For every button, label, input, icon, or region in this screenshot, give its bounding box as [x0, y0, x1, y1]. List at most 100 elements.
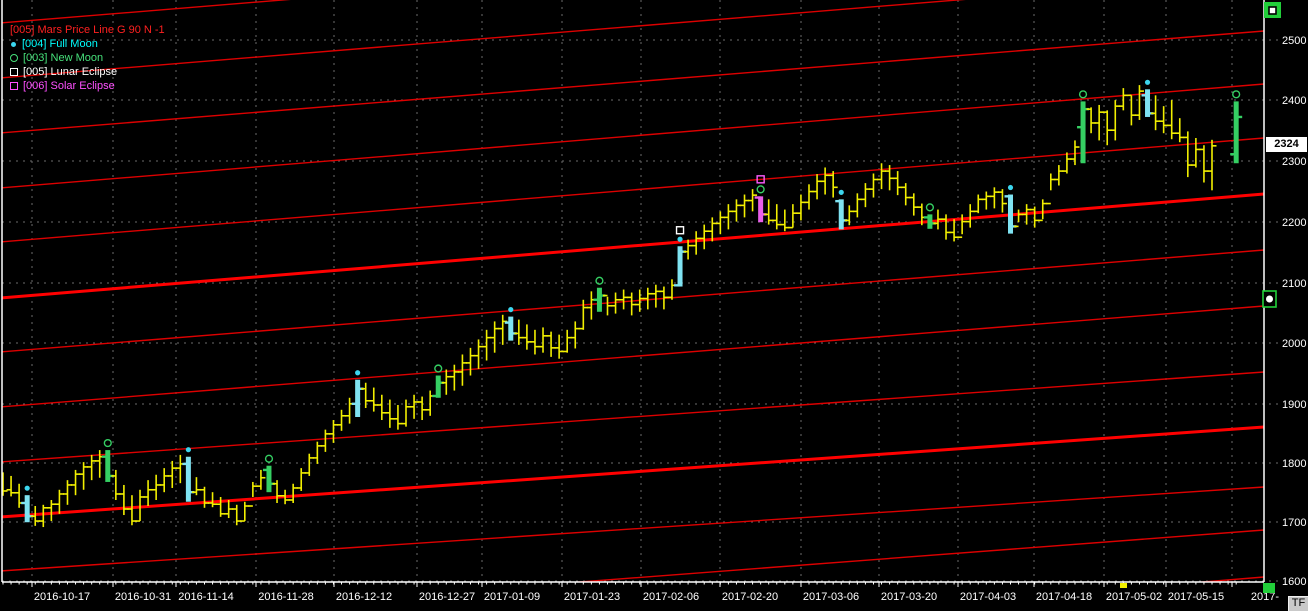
last-price-box: 2324 [1266, 137, 1307, 152]
price-bar [101, 438, 114, 482]
x-axis-label: 2017-04-18 [1036, 591, 1092, 603]
solar-eclipse-marker [756, 175, 765, 184]
price-bar [877, 163, 887, 190]
full-moon-marker [1007, 184, 1014, 191]
new-moon-marker [264, 454, 274, 463]
price-bar [997, 189, 1007, 213]
legend-item-solar-eclipse[interactable]: [006] Solar Eclipse [10, 79, 165, 93]
x-axis-label: 2017-02-20 [722, 591, 778, 603]
price-bar [393, 404, 403, 430]
price-bar [554, 334, 564, 359]
x-axis-label: 2016-10-17 [34, 591, 90, 603]
legend-label: [005] Mars Price Line G 90 N -1 [10, 24, 165, 36]
price-bar [659, 286, 669, 310]
price-bar [1030, 206, 1040, 228]
axis-yellow-mark [1120, 583, 1127, 588]
price-bar [844, 205, 854, 226]
price-bar [748, 189, 758, 212]
price-bar [272, 480, 282, 504]
y-axis-label: 2400 [1282, 95, 1306, 107]
price-bar [369, 387, 379, 412]
y-axis-label: 2200 [1282, 217, 1306, 229]
price-bar [504, 306, 517, 341]
price-bar [965, 204, 975, 228]
price-bar [441, 369, 451, 395]
mars-price-line [2, 0, 966, 79]
price-bar [1118, 88, 1128, 111]
price-bar [208, 492, 218, 508]
new-moon-marker [1232, 90, 1241, 99]
new-moon-marker [756, 185, 765, 194]
price-bar [425, 390, 435, 416]
price-bar [1077, 90, 1090, 164]
price-bar [667, 279, 677, 300]
y-axis-label: 2300 [1282, 156, 1306, 168]
full-moon-marker [838, 189, 844, 195]
mars-price-line [2, 137, 1264, 243]
legend-item-lunar-eclipse[interactable]: [005] Lunar Eclipse [10, 65, 165, 79]
legend-item-mars-price-line[interactable]: [005] Mars Price Line G 90 N -1 [10, 23, 165, 37]
x-axis-label: 2017-04-03 [960, 591, 1016, 603]
price-bar [71, 469, 81, 496]
new-moon-marker [925, 203, 935, 212]
price-bar [820, 167, 830, 195]
price-bar [182, 447, 195, 502]
x-axis-label: 2017- [1251, 591, 1279, 603]
x-axis-labels: 2016-10-17 2016-10-31 2016-11-14 2016-11-28… [34, 591, 1280, 603]
price-bar [490, 321, 500, 353]
price-bar [723, 204, 733, 230]
price-bar [546, 331, 556, 357]
price-bar [1230, 90, 1243, 164]
price-bar [328, 420, 338, 443]
mars-price-line [2, 192, 1264, 300]
price-bar [772, 204, 782, 230]
legend-label: [005] Lunar Eclipse [23, 66, 118, 78]
price-bar [901, 183, 911, 206]
upcoming-event-marker-bottom [1263, 583, 1275, 593]
legend-item-new-moon[interactable]: [003] New Moon [10, 51, 165, 65]
price-bar [1199, 145, 1209, 183]
legend-item-full-moon[interactable]: [004] Full Moon [10, 37, 165, 51]
price-bar [449, 364, 459, 391]
price-bar [30, 506, 40, 526]
price-bar [754, 175, 767, 223]
x-axis-label: 2017-03-20 [881, 591, 937, 603]
new-moon-marker [595, 276, 604, 285]
price-bar [351, 370, 364, 418]
x-axis-label: 2016-11-28 [258, 591, 313, 603]
y-axis-labels: 2500 2400 2300 2200 2100 2000 1900 1800 1700 1600 [1282, 35, 1306, 588]
x-axis-label: 2016-10-31 [115, 591, 171, 603]
price-bar [1046, 173, 1056, 205]
price-bar [651, 284, 661, 308]
x-axis-label: 2017-02-06 [643, 591, 699, 603]
price-bar [949, 219, 959, 242]
full-moon-marker [1144, 79, 1151, 85]
price-bar [691, 231, 701, 255]
price-bar [562, 329, 572, 353]
full-moon-marker [185, 447, 191, 453]
price-bar [593, 276, 606, 312]
price-bar [200, 486, 209, 508]
price-bar [812, 174, 822, 200]
timeframe-button[interactable]: TF [1288, 596, 1308, 611]
price-bar [941, 214, 951, 240]
price-bar [38, 504, 48, 528]
mars-price-line [2, 30, 1264, 134]
lunar-eclipse-icon [10, 68, 18, 76]
price-bar [514, 319, 524, 345]
price-bar [224, 499, 234, 519]
price-bar [191, 477, 201, 496]
y-axis-label: 1600 [1282, 576, 1306, 588]
full-moon-marker [677, 236, 683, 242]
new-moon-icon [10, 54, 18, 62]
price-bar [893, 171, 903, 196]
price-bar [175, 454, 185, 484]
price-bar [54, 489, 64, 514]
y-axis-label: 2100 [1282, 278, 1306, 290]
legend-label: [006] Solar Eclipse [23, 80, 115, 92]
price-bar [796, 194, 806, 221]
new-moon-marker [103, 438, 112, 448]
price-bar [482, 329, 492, 361]
